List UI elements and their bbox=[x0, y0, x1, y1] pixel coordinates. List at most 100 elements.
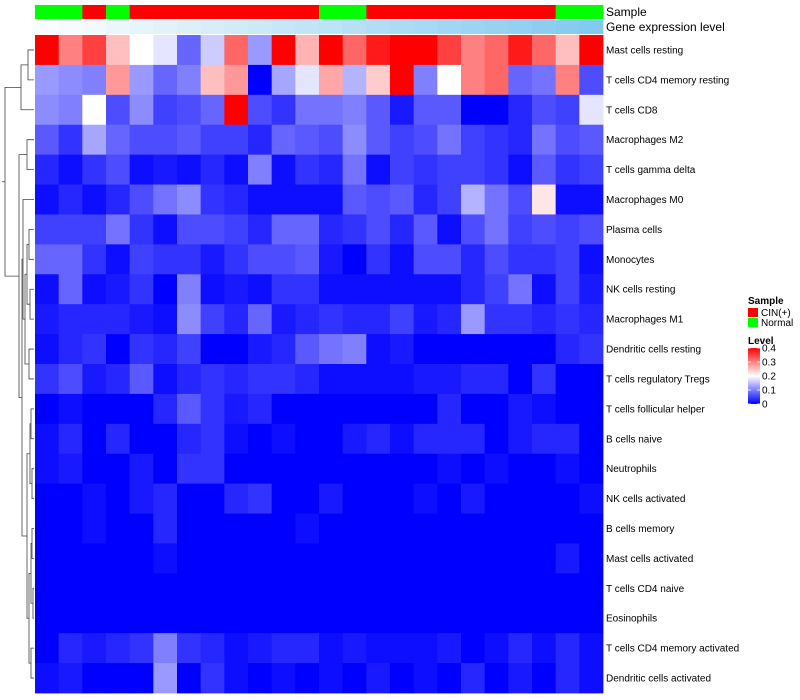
heatmap-cell bbox=[295, 543, 320, 574]
row-label: Monocytes bbox=[606, 255, 654, 266]
heatmap-cell bbox=[484, 603, 509, 634]
heatmap-cell bbox=[508, 393, 533, 425]
heatmap-cell bbox=[153, 603, 178, 634]
heatmap-cell bbox=[129, 214, 154, 245]
heatmap-cell bbox=[58, 543, 83, 574]
heatmap-cell bbox=[224, 334, 249, 365]
heatmap-cell bbox=[177, 94, 202, 126]
annotation-cell bbox=[579, 5, 604, 19]
heatmap-cell bbox=[484, 393, 509, 425]
heatmap-cell bbox=[413, 214, 438, 245]
heatmap-cell bbox=[248, 663, 273, 694]
heatmap-cell bbox=[82, 214, 107, 245]
heatmap-cell bbox=[82, 603, 107, 634]
heatmap-cell bbox=[248, 453, 273, 485]
heatmap-cell bbox=[271, 124, 296, 156]
heatmap-cell bbox=[248, 35, 273, 66]
heatmap-cell bbox=[82, 244, 107, 275]
heatmap-cell bbox=[319, 154, 344, 185]
heatmap-cell bbox=[319, 214, 344, 245]
heatmap-cell bbox=[200, 364, 225, 395]
heatmap-cell bbox=[129, 453, 154, 485]
heatmap-cell bbox=[200, 124, 225, 156]
heatmap-cell bbox=[342, 244, 367, 275]
heatmap-cell bbox=[437, 304, 462, 335]
heatmap-cell bbox=[295, 334, 320, 365]
heatmap-cell bbox=[437, 543, 462, 574]
heatmap-cell bbox=[58, 573, 83, 604]
annotation-cell bbox=[224, 5, 249, 19]
heatmap-cell bbox=[484, 633, 509, 664]
heatmap-cell bbox=[271, 513, 296, 544]
heatmap-cell bbox=[224, 244, 249, 275]
heatmap-cell bbox=[106, 244, 131, 275]
heatmap-cell bbox=[555, 513, 580, 544]
annotation-cell bbox=[106, 20, 131, 34]
heatmap-cell bbox=[271, 154, 296, 185]
heatmap-cell bbox=[532, 304, 557, 335]
heatmap-cell bbox=[319, 543, 344, 574]
heatmap-cell bbox=[366, 543, 391, 574]
annotation-cell bbox=[200, 5, 225, 19]
heatmap-cell bbox=[555, 543, 580, 574]
heatmap-cell bbox=[342, 214, 367, 245]
heatmap-cell bbox=[484, 423, 509, 455]
heatmap-cell bbox=[319, 35, 344, 66]
heatmap-cell bbox=[579, 184, 604, 215]
heatmap-cell bbox=[271, 663, 296, 694]
heatmap-cell bbox=[295, 274, 320, 305]
annotation-cell bbox=[153, 20, 178, 34]
heatmap-cell bbox=[508, 633, 533, 664]
sample-legend-title: Sample bbox=[748, 296, 784, 307]
heatmap-cell bbox=[579, 603, 604, 634]
heatmap-cell bbox=[248, 274, 273, 305]
heatmap-cell bbox=[177, 633, 202, 664]
heatmap-cell bbox=[484, 364, 509, 395]
heatmap-cell bbox=[248, 124, 273, 156]
heatmap-cell bbox=[35, 483, 60, 514]
heatmap-cell bbox=[58, 364, 83, 395]
heatmap-cell bbox=[508, 453, 533, 485]
heatmap-cell bbox=[461, 94, 486, 126]
row-label: NK cells resting bbox=[606, 285, 675, 296]
heatmap-cell bbox=[508, 94, 533, 126]
heatmap-cell bbox=[200, 184, 225, 215]
annotation-cell bbox=[484, 5, 509, 19]
heatmap-cell bbox=[390, 214, 415, 245]
heatmap-cell bbox=[461, 244, 486, 275]
heatmap-cell bbox=[153, 633, 178, 664]
heatmap-cell bbox=[437, 423, 462, 455]
heatmap-cell bbox=[555, 154, 580, 185]
annotation-cell bbox=[295, 20, 320, 34]
heatmap-cell bbox=[508, 214, 533, 245]
heatmap-cell bbox=[224, 573, 249, 604]
heatmap-cell bbox=[508, 663, 533, 694]
heatmap-cell bbox=[129, 35, 154, 66]
heatmap-cell bbox=[129, 543, 154, 574]
heatmap-cell bbox=[366, 633, 391, 664]
annotation-cell bbox=[248, 5, 273, 19]
heatmap-cell bbox=[532, 663, 557, 694]
heatmap-cell bbox=[129, 334, 154, 365]
heatmap-cell bbox=[82, 483, 107, 514]
heatmap-cell bbox=[248, 573, 273, 604]
heatmap-cell bbox=[413, 124, 438, 156]
heatmap-cell bbox=[295, 393, 320, 425]
annotation-cell bbox=[342, 5, 367, 19]
heatmap-cell bbox=[153, 124, 178, 156]
heatmap-cell bbox=[248, 184, 273, 215]
heatmap-cell bbox=[555, 573, 580, 604]
annotation-cell bbox=[153, 5, 178, 19]
heatmap-cell bbox=[437, 453, 462, 485]
heatmap-cell bbox=[342, 364, 367, 395]
dendrogram-branch bbox=[20, 64, 34, 111]
row-label: B cells naive bbox=[606, 434, 663, 445]
heatmap-cell bbox=[224, 483, 249, 514]
heatmap-cell bbox=[200, 304, 225, 335]
heatmap-cell bbox=[106, 364, 131, 395]
heatmap-cell bbox=[319, 513, 344, 544]
heatmap-cell bbox=[295, 214, 320, 245]
annotation-cell bbox=[200, 20, 225, 34]
annotation-cell bbox=[271, 20, 296, 34]
